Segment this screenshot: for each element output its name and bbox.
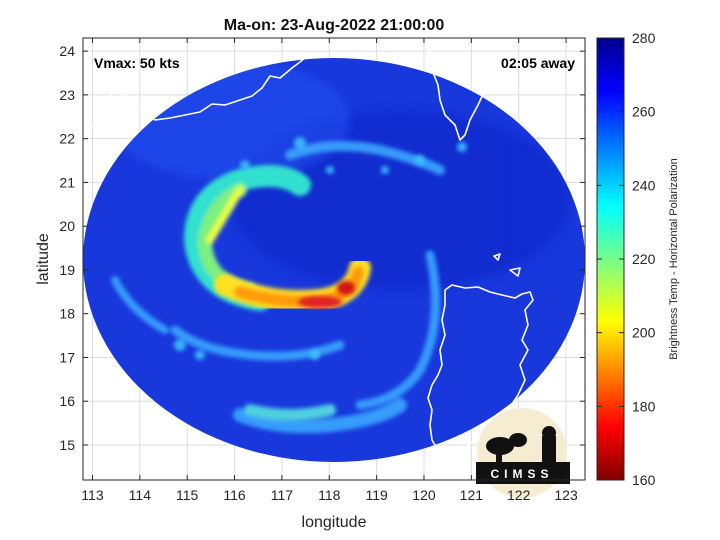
x-tick-label: 123: [554, 487, 578, 503]
y-tick-label: 17: [59, 349, 75, 365]
vmax-annotation: Vmax: 50 kts: [94, 55, 180, 71]
y-tick-label: 15: [59, 437, 75, 453]
x-tick-label: 113: [81, 487, 104, 503]
x-tick-label: 119: [365, 487, 388, 503]
y-tick-label: 21: [59, 174, 75, 190]
cimss-logo-text: CIMSS: [490, 467, 553, 481]
colorbar-tick-label: 160: [632, 472, 656, 488]
x-tick-label: 118: [318, 487, 341, 503]
x-tick-label: 117: [271, 487, 294, 503]
y-tick-label: 18: [59, 306, 75, 322]
plot-frame: [82, 37, 586, 481]
x-tick-label: 122: [507, 487, 531, 503]
colorbar-ticks: 160 180 200 220 240 260 280: [597, 30, 656, 488]
x-tick-label: 121: [460, 487, 484, 503]
y-tick-label: 19: [59, 262, 75, 278]
brightness-temperature-swath: [83, 58, 585, 462]
colorbar-label: Brightness Temp - Horizontal Polarizatio…: [668, 158, 680, 360]
x-tick-label: 120: [412, 487, 436, 503]
y-axis-label: latitude: [35, 233, 52, 285]
colorbar-tick-label: 260: [632, 104, 656, 120]
cimss-logo: CIMSS: [476, 408, 570, 498]
y-tick-label: 16: [59, 393, 75, 409]
y-tick-label: 23: [59, 87, 75, 103]
colorbar-tick-label: 240: [632, 177, 656, 193]
y-tick-label: 24: [59, 43, 75, 59]
x-tick-label: 115: [176, 487, 199, 503]
x-tick-label: 116: [223, 487, 246, 503]
colorbar-tick-label: 180: [632, 398, 656, 414]
y-tick-label: 22: [59, 131, 75, 147]
chart-title: Ma-on: 23-Aug-2022 21:00:00: [224, 17, 445, 34]
colorbar-tick-label: 220: [632, 251, 656, 267]
colorbar-tick-label: 200: [632, 325, 656, 341]
x-axis-ticks: 113 114 115 116 117 118 119 120 121 122 123: [81, 38, 578, 503]
time-away-annotation: 02:05 away: [501, 55, 575, 71]
y-axis-ticks: 15 16 17 18 19 20 21 22 23 24: [59, 43, 585, 453]
x-tick-label: 114: [129, 487, 152, 503]
eye-core: [298, 296, 342, 308]
x-axis-label: longitude: [302, 514, 367, 531]
colorbar-tick-label: 280: [632, 30, 656, 46]
y-tick-label: 20: [59, 218, 75, 234]
